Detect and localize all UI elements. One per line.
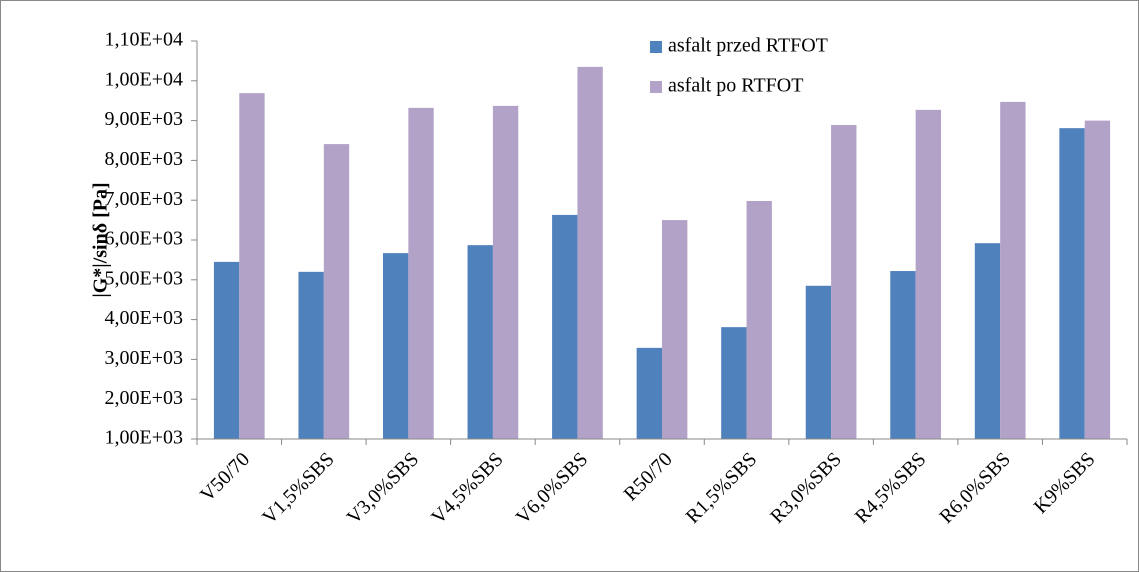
y-tick-label: 2,00E+03 bbox=[105, 387, 184, 409]
bar bbox=[213, 261, 240, 439]
bar bbox=[408, 107, 434, 439]
legend-swatch bbox=[650, 41, 662, 53]
bar bbox=[974, 243, 1001, 439]
y-tick-label: 1,00E+04 bbox=[105, 68, 184, 90]
y-tick-label: 9,00E+03 bbox=[105, 108, 184, 130]
bar bbox=[662, 220, 688, 439]
legend-swatch bbox=[650, 81, 662, 93]
y-tick-label: 1,10E+04 bbox=[105, 29, 184, 51]
y-tick-label: 7,00E+03 bbox=[105, 188, 184, 210]
bar bbox=[492, 105, 519, 440]
legend-label: asfalt przed RTFOT bbox=[668, 35, 828, 57]
bar bbox=[805, 285, 832, 439]
y-axis-title: |G*|/sinδ [Pa] bbox=[90, 182, 112, 297]
bar bbox=[890, 271, 916, 439]
bar bbox=[323, 144, 350, 439]
y-tick-label: 4,00E+03 bbox=[105, 307, 184, 329]
bar bbox=[1059, 128, 1085, 440]
bar bbox=[721, 327, 747, 439]
bar bbox=[467, 245, 493, 439]
bar bbox=[239, 93, 265, 439]
y-tick-label: 5,00E+03 bbox=[105, 267, 184, 289]
y-tick-label: 3,00E+03 bbox=[105, 347, 184, 369]
y-tick-label: 6,00E+03 bbox=[105, 228, 184, 250]
bar bbox=[636, 347, 662, 439]
bar bbox=[746, 200, 772, 439]
bar bbox=[1000, 101, 1026, 440]
bar bbox=[298, 271, 324, 439]
y-tick-label: 1,00E+03 bbox=[105, 427, 184, 449]
y-tick-label: 8,00E+03 bbox=[105, 148, 184, 170]
bar bbox=[577, 66, 603, 440]
bar bbox=[831, 124, 857, 439]
bar bbox=[552, 214, 578, 439]
bar bbox=[915, 109, 941, 439]
bar bbox=[383, 253, 409, 439]
bar bbox=[1084, 120, 1111, 439]
legend-label: asfalt po RTFOT bbox=[668, 75, 803, 97]
